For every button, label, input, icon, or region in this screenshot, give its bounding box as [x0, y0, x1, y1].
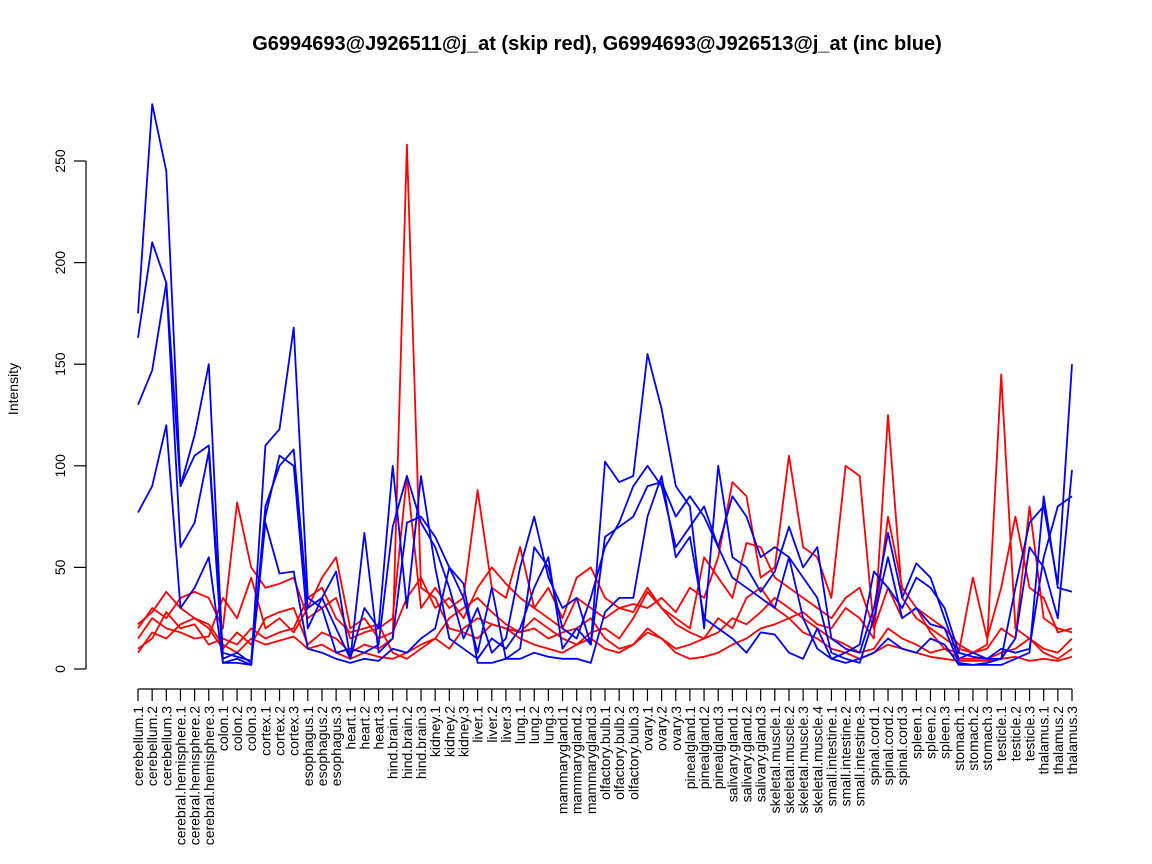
series-line-inc-9 — [137, 424, 1073, 666]
x-tick-label: mammarygland.2 — [569, 706, 585, 814]
x-tick-label: ovary.2 — [654, 706, 670, 751]
x-tick-label: hind.brain.2 — [399, 706, 415, 779]
x-tick-label: skeletal.muscle.3 — [795, 706, 811, 814]
series-line-skip-2 — [137, 454, 1073, 654]
x-tick-label: cerebral.hemisphere.2 — [187, 706, 203, 846]
x-tick-label: liver.1 — [470, 706, 486, 743]
x-tick-label: mammarygland.3 — [583, 706, 599, 814]
x-tick-label: cerebral.hemisphere.3 — [201, 706, 217, 846]
x-tick-label: colon.3 — [243, 706, 259, 751]
x-tick-label: olfactory.bulb.3 — [625, 706, 641, 800]
x-tick-label: cerebellum.3 — [158, 706, 174, 786]
x-tick-label: stomach.2 — [965, 706, 981, 771]
y-axis-label: Intensity — [5, 363, 21, 415]
x-tick-label: spinal.cord.1 — [866, 706, 882, 786]
x-tick-label: spleen.2 — [922, 706, 938, 759]
x-tick-label: spleen.1 — [908, 706, 924, 759]
x-tick-label: mammarygland.1 — [555, 706, 571, 814]
y-tick-label: 0 — [52, 665, 68, 673]
x-tick-label: kidney.2 — [441, 706, 457, 757]
x-tick-label: salivary.gland.2 — [739, 706, 755, 802]
x-tick-label: testicle.1 — [993, 706, 1009, 761]
x-tick-label: cortex.2 — [272, 706, 288, 756]
x-tick-label: salivary.gland.3 — [753, 706, 769, 802]
y-tick-label: 100 — [52, 454, 68, 478]
x-tick-label: testicle.2 — [1007, 706, 1023, 761]
x-tick-label: skeletal.muscle.4 — [809, 706, 825, 814]
x-tick-label: lung.1 — [512, 706, 528, 744]
x-tick-label: olfactory.bulb.1 — [597, 706, 613, 800]
x-tick-label: colon.2 — [229, 706, 245, 751]
x-tick-label: spinal.cord.2 — [880, 706, 896, 786]
y-tick-label: 200 — [52, 251, 68, 275]
x-tick-label: kidney.3 — [455, 706, 471, 757]
x-tick-label: esophagus.1 — [300, 706, 316, 786]
x-tick-label: small.intestine.3 — [852, 706, 868, 807]
x-tick-label: heart.1 — [342, 706, 358, 750]
x-tick-label: spinal.cord.3 — [894, 706, 910, 786]
x-tick-label: cerebellum.1 — [130, 706, 146, 786]
series-line-skip-1 — [137, 143, 1073, 654]
x-tick-label: lung.2 — [526, 706, 542, 744]
x-tick-label: thalamus.2 — [1050, 706, 1066, 775]
x-tick-label: liver.2 — [484, 706, 500, 743]
x-tick-label: thalamus.3 — [1064, 706, 1080, 775]
x-tick-label: hind.brain.1 — [385, 706, 401, 779]
x-tick-label: small.intestine.2 — [838, 706, 854, 807]
x-tick-label: ovary.1 — [639, 706, 655, 751]
y-tick-label: 250 — [52, 149, 68, 173]
y-tick-label: 150 — [52, 352, 68, 376]
series-line-skip-5 — [137, 590, 1073, 662]
x-tick-label: salivary.gland.1 — [724, 706, 740, 802]
x-ticks: cerebellum.1cerebellum.2cerebellum.3cere… — [130, 689, 1080, 845]
y-tick-label: 50 — [52, 559, 68, 575]
x-tick-label: small.intestine.1 — [823, 706, 839, 807]
x-tick-label: hind.brain.3 — [413, 706, 429, 779]
x-tick-label: pinealgland.2 — [696, 706, 712, 790]
x-tick-label: heart.2 — [356, 706, 372, 750]
x-tick-label: esophagus.3 — [328, 706, 344, 786]
series-line-inc-7 — [137, 241, 1073, 666]
x-tick-label: skeletal.muscle.1 — [767, 706, 783, 814]
x-tick-label: thalamus.1 — [1036, 706, 1052, 775]
series-line-skip-4 — [137, 586, 1073, 660]
x-tick-label: skeletal.muscle.2 — [781, 706, 797, 814]
x-tick-label: esophagus.2 — [314, 706, 330, 786]
x-tick-label: colon.1 — [215, 706, 231, 751]
x-tick-label: ovary.3 — [668, 706, 684, 751]
x-tick-label: pinealgland.3 — [710, 706, 726, 790]
x-tick-label: stomach.1 — [951, 706, 967, 771]
x-tick-label: cerebellum.2 — [144, 706, 160, 786]
x-tick-label: kidney.1 — [427, 706, 443, 757]
x-tick-label: spleen.3 — [937, 706, 953, 759]
series-line-inc-6 — [137, 103, 1073, 664]
y-ticks: 0 50 100 150 200 250 — [52, 149, 86, 673]
series-lines — [137, 103, 1073, 666]
x-tick-label: cerebral.hemisphere.1 — [172, 706, 188, 846]
series-line-inc-8 — [137, 281, 1073, 666]
x-tick-label: testicle.3 — [1022, 706, 1038, 761]
x-tick-label: cortex.3 — [286, 706, 302, 756]
chart-title: G6994693@J926511@j_at (skip red), G69946… — [252, 33, 942, 55]
x-tick-label: stomach.3 — [979, 706, 995, 771]
x-tick-label: lung.3 — [540, 706, 556, 744]
x-tick-label: liver.3 — [498, 706, 514, 743]
x-tick-label: heart.3 — [371, 706, 387, 750]
x-tick-label: pinealgland.1 — [682, 706, 698, 790]
x-tick-label: olfactory.bulb.2 — [611, 706, 627, 800]
x-tick-label: cortex.1 — [257, 706, 273, 756]
